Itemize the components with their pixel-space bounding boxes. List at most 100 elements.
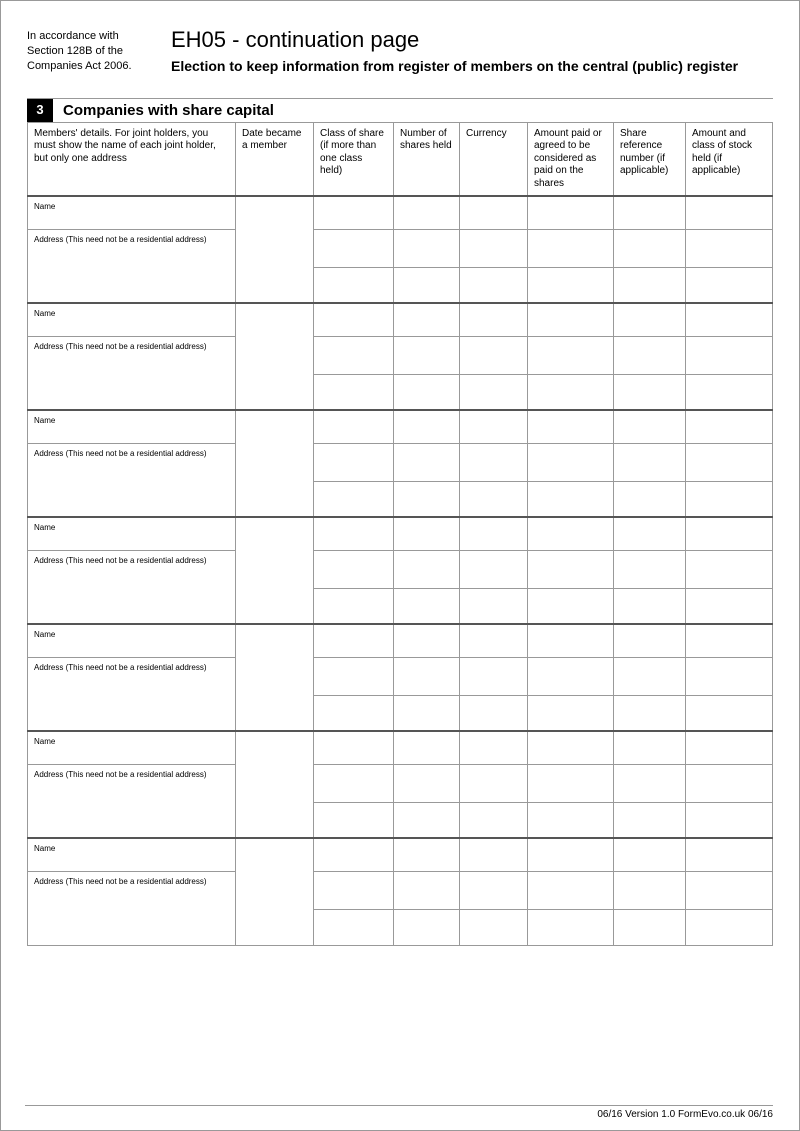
data-cell[interactable] [614, 267, 686, 303]
name-cell[interactable]: Name [28, 731, 236, 764]
data-cell[interactable] [528, 303, 614, 336]
data-cell[interactable] [686, 588, 773, 624]
data-cell[interactable] [314, 443, 394, 481]
data-cell[interactable] [314, 624, 394, 657]
data-cell[interactable] [528, 657, 614, 695]
data-cell[interactable] [528, 731, 614, 764]
data-cell[interactable] [528, 229, 614, 267]
data-cell[interactable] [394, 550, 460, 588]
data-cell[interactable] [528, 624, 614, 657]
name-cell[interactable]: Name [28, 303, 236, 336]
name-cell[interactable]: Name [28, 838, 236, 871]
data-cell[interactable] [614, 838, 686, 871]
date-cell[interactable] [236, 303, 314, 410]
data-cell[interactable] [614, 802, 686, 838]
data-cell[interactable] [314, 517, 394, 550]
data-cell[interactable] [314, 336, 394, 374]
data-cell[interactable] [686, 838, 773, 871]
data-cell[interactable] [686, 764, 773, 802]
data-cell[interactable] [614, 764, 686, 802]
data-cell[interactable] [460, 838, 528, 871]
data-cell[interactable] [614, 550, 686, 588]
data-cell[interactable] [686, 871, 773, 909]
data-cell[interactable] [460, 695, 528, 731]
data-cell[interactable] [394, 196, 460, 229]
data-cell[interactable] [528, 336, 614, 374]
data-cell[interactable] [314, 196, 394, 229]
name-cell[interactable]: Name [28, 410, 236, 443]
data-cell[interactable] [394, 303, 460, 336]
data-cell[interactable] [686, 481, 773, 517]
data-cell[interactable] [686, 443, 773, 481]
data-cell[interactable] [614, 517, 686, 550]
data-cell[interactable] [394, 764, 460, 802]
data-cell[interactable] [314, 410, 394, 443]
data-cell[interactable] [686, 267, 773, 303]
name-cell[interactable]: Name [28, 624, 236, 657]
data-cell[interactable] [528, 764, 614, 802]
data-cell[interactable] [394, 695, 460, 731]
data-cell[interactable] [528, 802, 614, 838]
data-cell[interactable] [314, 229, 394, 267]
name-cell[interactable]: Name [28, 196, 236, 229]
data-cell[interactable] [460, 229, 528, 267]
data-cell[interactable] [686, 517, 773, 550]
data-cell[interactable] [314, 802, 394, 838]
data-cell[interactable] [314, 731, 394, 764]
data-cell[interactable] [460, 303, 528, 336]
data-cell[interactable] [314, 909, 394, 945]
data-cell[interactable] [614, 229, 686, 267]
date-cell[interactable] [236, 731, 314, 838]
data-cell[interactable] [394, 909, 460, 945]
data-cell[interactable] [460, 731, 528, 764]
data-cell[interactable] [528, 481, 614, 517]
data-cell[interactable] [314, 374, 394, 410]
data-cell[interactable] [686, 731, 773, 764]
data-cell[interactable] [460, 624, 528, 657]
data-cell[interactable] [528, 374, 614, 410]
address-cell[interactable]: Address (This need not be a residential … [28, 336, 236, 410]
data-cell[interactable] [686, 695, 773, 731]
data-cell[interactable] [394, 588, 460, 624]
data-cell[interactable] [394, 731, 460, 764]
data-cell[interactable] [686, 303, 773, 336]
data-cell[interactable] [460, 443, 528, 481]
data-cell[interactable] [394, 802, 460, 838]
data-cell[interactable] [394, 443, 460, 481]
data-cell[interactable] [528, 909, 614, 945]
data-cell[interactable] [314, 657, 394, 695]
data-cell[interactable] [394, 838, 460, 871]
data-cell[interactable] [528, 838, 614, 871]
data-cell[interactable] [614, 410, 686, 443]
data-cell[interactable] [528, 517, 614, 550]
data-cell[interactable] [614, 336, 686, 374]
data-cell[interactable] [614, 871, 686, 909]
data-cell[interactable] [614, 657, 686, 695]
data-cell[interactable] [394, 517, 460, 550]
data-cell[interactable] [686, 196, 773, 229]
data-cell[interactable] [314, 838, 394, 871]
data-cell[interactable] [314, 550, 394, 588]
data-cell[interactable] [528, 588, 614, 624]
data-cell[interactable] [686, 229, 773, 267]
data-cell[interactable] [686, 657, 773, 695]
data-cell[interactable] [614, 481, 686, 517]
data-cell[interactable] [686, 374, 773, 410]
data-cell[interactable] [460, 871, 528, 909]
date-cell[interactable] [236, 517, 314, 624]
data-cell[interactable] [614, 909, 686, 945]
data-cell[interactable] [314, 267, 394, 303]
data-cell[interactable] [460, 196, 528, 229]
data-cell[interactable] [394, 336, 460, 374]
data-cell[interactable] [614, 303, 686, 336]
data-cell[interactable] [528, 443, 614, 481]
data-cell[interactable] [394, 624, 460, 657]
data-cell[interactable] [528, 695, 614, 731]
data-cell[interactable] [614, 731, 686, 764]
data-cell[interactable] [394, 871, 460, 909]
data-cell[interactable] [394, 657, 460, 695]
address-cell[interactable]: Address (This need not be a residential … [28, 229, 236, 303]
data-cell[interactable] [460, 410, 528, 443]
address-cell[interactable]: Address (This need not be a residential … [28, 550, 236, 624]
data-cell[interactable] [614, 196, 686, 229]
